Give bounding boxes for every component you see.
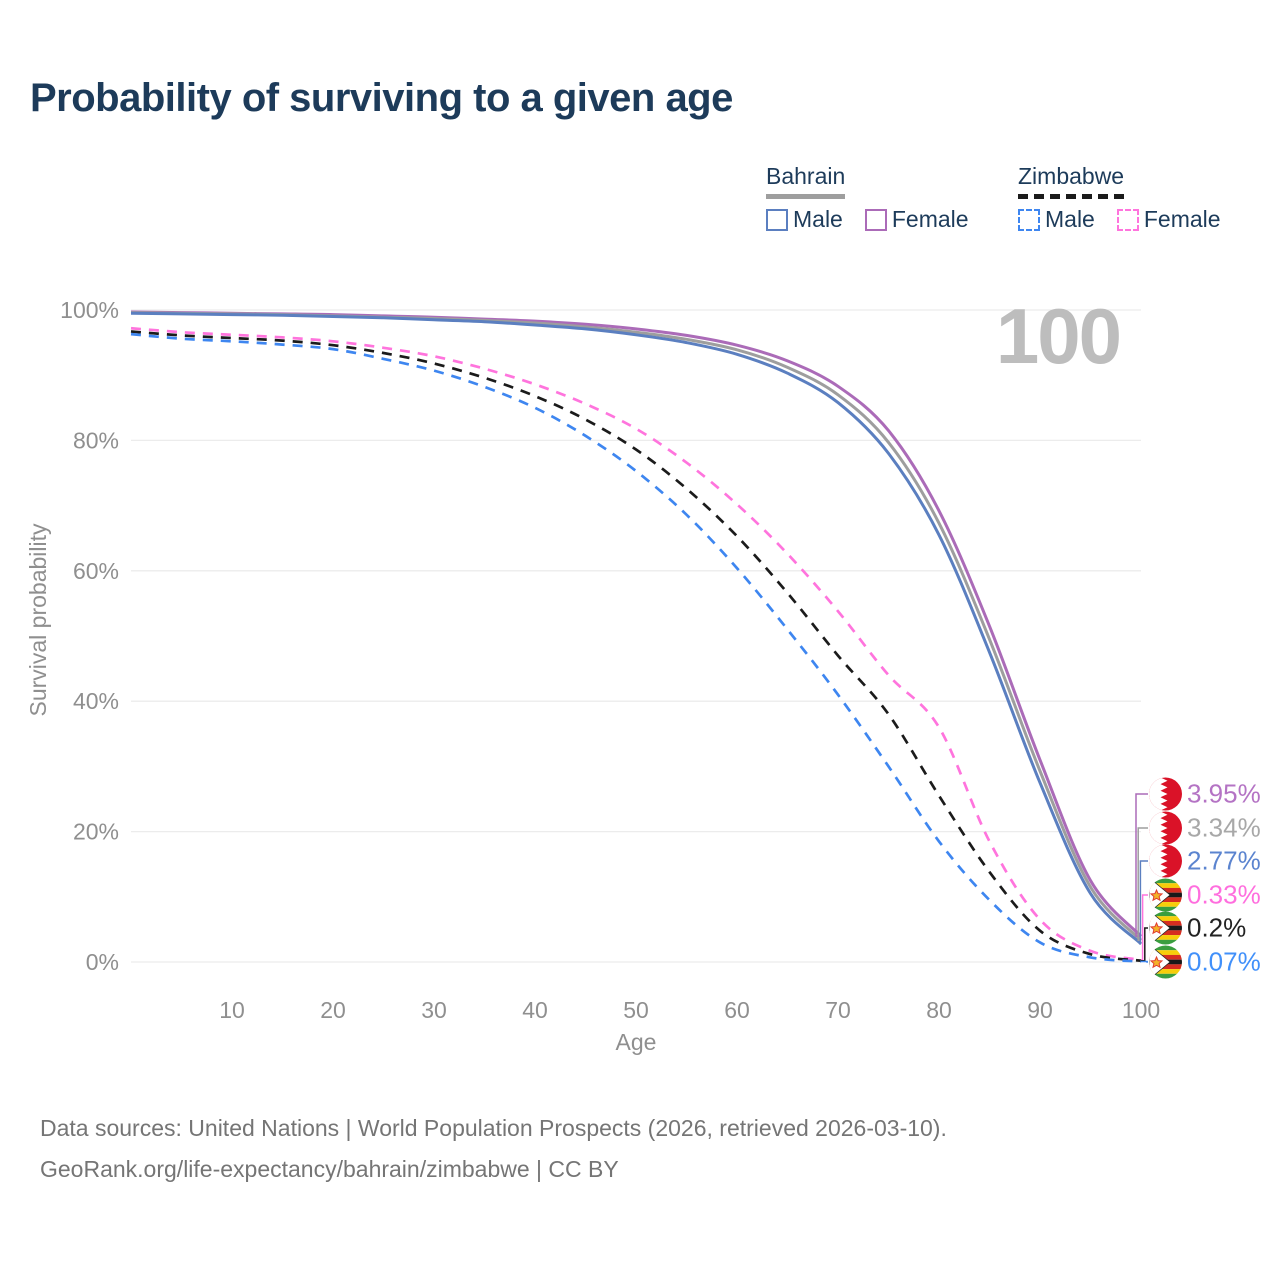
leader-zimbabwe-both-sexes bbox=[1141, 927, 1148, 962]
x-tick-30: 30 bbox=[421, 997, 447, 1023]
footer-sources: Data sources: United Nations | World Pop… bbox=[40, 1115, 947, 1141]
y-tick-60: 60% bbox=[73, 558, 119, 584]
end-value-bahrain-female: 3.95% bbox=[1187, 779, 1261, 809]
end-value-zimbabwe-male: 0.07% bbox=[1187, 947, 1261, 977]
legend-item-bahrain-male[interactable]: Male bbox=[766, 206, 843, 233]
x-tick-80: 80 bbox=[926, 997, 952, 1023]
legend-group-zimbabwe: Zimbabwe Male Female bbox=[1018, 163, 1221, 233]
flag-icon-zimbabwe bbox=[1149, 945, 1182, 980]
flag-icon-zimbabwe bbox=[1149, 878, 1182, 913]
footer: Data sources: United Nations | World Pop… bbox=[40, 1108, 947, 1190]
gridlines bbox=[131, 309, 1141, 963]
survival-chart: 0% 20% 40% 60% 80% 100% 10 20 30 40 50 60 70 80 90 100 A… bbox=[25, 292, 1261, 1055]
legend-swatch-zimbabwe-male bbox=[1018, 208, 1040, 231]
flag-icon-bahrain bbox=[1149, 778, 1182, 811]
curve-bahrain-female bbox=[130, 310, 1143, 938]
curve-zimbabwe-both-sexes bbox=[130, 330, 1142, 963]
x-tick-40: 40 bbox=[522, 997, 548, 1023]
y-tick-80: 80% bbox=[73, 427, 119, 453]
y-tick-40: 40% bbox=[73, 688, 119, 714]
curve-zimbabwe-male bbox=[130, 332, 1142, 963]
x-tick-70: 70 bbox=[825, 997, 851, 1023]
legend-swatch-bahrain-female bbox=[864, 208, 887, 231]
flag-icon-zimbabwe bbox=[1149, 911, 1182, 946]
end-value-bahrain-male: 2.77% bbox=[1187, 846, 1261, 876]
leader-bahrain-male bbox=[1139, 860, 1148, 945]
leader-zimbabwe-male bbox=[1141, 960, 1148, 963]
y-axis-title: Survival probability bbox=[25, 523, 51, 717]
legend-label-bahrain-male: Male bbox=[793, 206, 843, 232]
y-tick-100: 100% bbox=[60, 297, 119, 323]
leader-zimbabwe-female bbox=[1141, 894, 1148, 961]
legend-swatch-bahrain-male bbox=[766, 208, 788, 231]
legend-label-bahrain-female: Female bbox=[891, 206, 969, 232]
end-value-bahrain-both-sexes: 3.34% bbox=[1187, 813, 1261, 843]
axes: 0% 20% 40% 60% 80% 100% 10 20 30 40 50 60 70 80 90 100 A… bbox=[25, 297, 1160, 1055]
y-tick-0: 0% bbox=[86, 949, 119, 975]
x-tick-90: 90 bbox=[1027, 997, 1053, 1023]
legend-item-zimbabwe-female[interactable]: Female bbox=[1116, 206, 1221, 233]
legend-title-zimbabwe[interactable]: Zimbabwe bbox=[1018, 163, 1125, 199]
x-tick-20: 20 bbox=[320, 997, 346, 1023]
legend-swatch-zimbabwe-female bbox=[1116, 208, 1139, 231]
legend-label-zimbabwe-male: Male bbox=[1045, 206, 1095, 232]
page-title: Probability of surviving to a given age bbox=[30, 76, 733, 120]
legend-items-zimbabwe: Male Female bbox=[1018, 206, 1221, 233]
x-axis-title: Age bbox=[616, 1029, 657, 1055]
survival-curves bbox=[130, 310, 1143, 963]
legend-item-zimbabwe-male[interactable]: Male bbox=[1018, 206, 1095, 233]
leader-bahrain-both-sexes bbox=[1137, 827, 1148, 941]
y-tick-20: 20% bbox=[73, 819, 119, 845]
flag-icon-bahrain bbox=[1149, 845, 1182, 878]
end-value-zimbabwe-both-sexes: 0.2% bbox=[1187, 913, 1246, 943]
end-value-zimbabwe-female: 0.33% bbox=[1187, 880, 1261, 910]
x-tick-50: 50 bbox=[623, 997, 649, 1023]
curve-zimbabwe-female bbox=[130, 326, 1142, 962]
curve-bahrain-male bbox=[130, 311, 1143, 945]
legend-group-bahrain: Bahrain Male Female bbox=[766, 163, 969, 233]
flag-icon-bahrain bbox=[1149, 812, 1182, 845]
watermark-age-100: 100 bbox=[996, 292, 1120, 380]
legend-label-zimbabwe-female: Female bbox=[1143, 206, 1221, 232]
x-tick-10: 10 bbox=[219, 997, 245, 1023]
end-labels: 3.95% 3.34%2.77% 0.33%0.2% 0.07% bbox=[1135, 778, 1261, 980]
legend-item-bahrain-female[interactable]: Female bbox=[864, 206, 969, 233]
legend-items-bahrain: Male Female bbox=[766, 206, 969, 233]
x-tick-60: 60 bbox=[724, 997, 750, 1023]
legend-title-bahrain[interactable]: Bahrain bbox=[766, 163, 846, 199]
footer-attribution: GeoRank.org/life-expectancy/bahrain/zimb… bbox=[40, 1156, 619, 1182]
x-tick-100: 100 bbox=[1122, 997, 1160, 1023]
